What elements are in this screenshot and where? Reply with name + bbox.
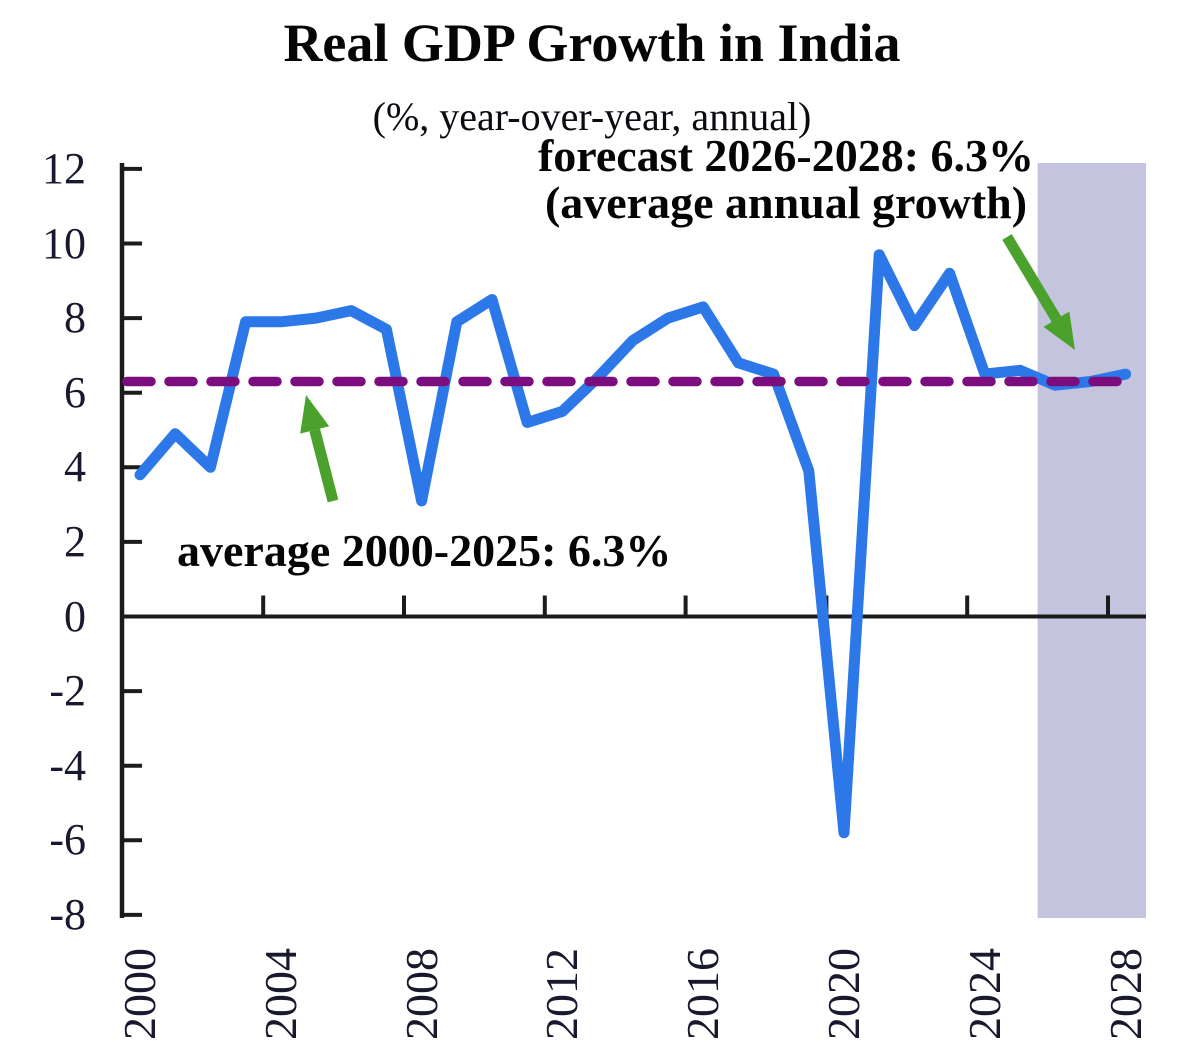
y-tick-label: 12 xyxy=(42,143,86,193)
forecast-annotation: forecast 2026-2028: 6.3% (average annual… xyxy=(536,132,1036,226)
x-tick-label: 2004 xyxy=(254,948,306,1040)
chart-title: Real GDP Growth in India xyxy=(283,13,901,73)
y-tick-label: 4 xyxy=(64,442,86,492)
arrow-up-icon xyxy=(300,395,330,434)
x-tick-label: 2008 xyxy=(395,948,447,1040)
y-tick-label: -2 xyxy=(49,666,86,716)
x-tick-label: 2024 xyxy=(958,948,1010,1040)
forecast-annotation-line1: forecast 2026-2028: 6.3% xyxy=(537,130,1035,181)
gdp-line xyxy=(134,249,1132,839)
average-arrow-shaft xyxy=(309,428,339,503)
forecast-annotation-line2: (average annual growth) xyxy=(544,177,1028,228)
average-annotation: average 2000-2025: 6.3% xyxy=(177,525,672,576)
x-tick-label: 2028 xyxy=(1099,948,1151,1040)
y-tick-label: 6 xyxy=(64,367,86,417)
chart-subtitle: (%, year-over-year, annual) xyxy=(372,94,812,139)
y-tick-label: -4 xyxy=(49,740,86,790)
y-tick-label: -8 xyxy=(49,889,86,939)
arrow-down-icon xyxy=(1043,311,1075,350)
x-tick-label: 2016 xyxy=(677,948,729,1040)
y-tick-label: 2 xyxy=(64,516,86,566)
x-tick-label: 2000 xyxy=(114,948,165,1040)
y-tick-label: 10 xyxy=(42,218,86,268)
forecast-arrow-shaft xyxy=(1002,234,1062,323)
y-tick-label: 0 xyxy=(64,591,86,641)
x-tick-label: 2020 xyxy=(818,948,869,1040)
y-tick-label: 8 xyxy=(64,293,86,343)
y-tick-label: -6 xyxy=(49,815,86,865)
forecast-band xyxy=(1037,163,1146,918)
x-tick-label: 2012 xyxy=(536,948,588,1040)
